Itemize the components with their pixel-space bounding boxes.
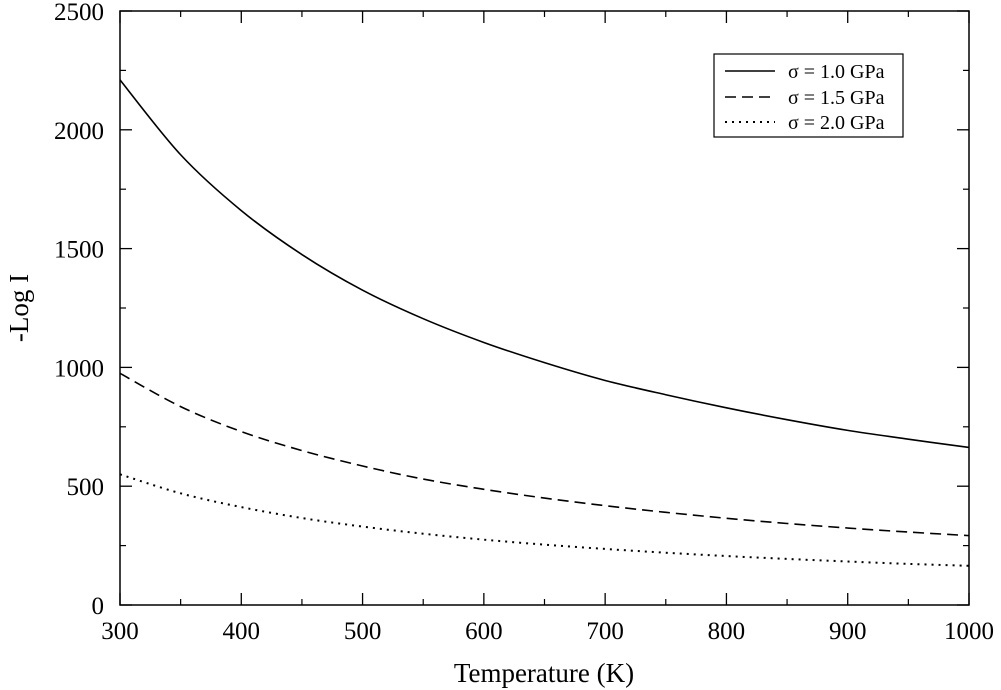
legend-label-2: σ = 1.5 GPa	[788, 87, 885, 109]
x-tick-label: 600	[465, 618, 503, 645]
legend: σ = 1.0 GPa σ = 1.5 GPa σ = 2.0 GPa	[713, 53, 904, 138]
x-tick-labels: 300 400 500 600 700 800 900 1000	[101, 618, 994, 645]
y-tick-label: 2000	[54, 118, 104, 145]
y-tick-label: 1000	[54, 355, 104, 382]
x-tick-label: 400	[223, 618, 261, 645]
series-lines	[119, 79, 970, 567]
series-line-1	[119, 79, 970, 449]
x-axis-title: Temperature (K)	[454, 658, 634, 688]
y-tick-label: 1500	[54, 237, 104, 264]
legend-label-3: σ = 2.0 GPa	[788, 112, 885, 134]
x-tick-label: 1000	[944, 618, 994, 645]
x-tick-label: 500	[344, 618, 382, 645]
x-tick-label: 800	[708, 618, 746, 645]
legend-box	[713, 53, 904, 138]
y-tick-label: 500	[67, 474, 105, 501]
x-tick-label: 900	[829, 618, 867, 645]
y-axis-title: -Log I	[4, 274, 34, 342]
series-line-2	[119, 372, 970, 537]
series-line-3	[119, 473, 970, 567]
axis-ticks	[119, 10, 970, 606]
y-tick-labels: 0 500 1000 1500 2000 2500	[54, 0, 104, 620]
y-tick-label: 2500	[54, 0, 104, 26]
x-tick-label: 700	[586, 618, 624, 645]
x-tick-label: 300	[101, 618, 139, 645]
y-tick-label: 0	[92, 593, 105, 620]
legend-label-1: σ = 1.0 GPa	[788, 61, 885, 83]
